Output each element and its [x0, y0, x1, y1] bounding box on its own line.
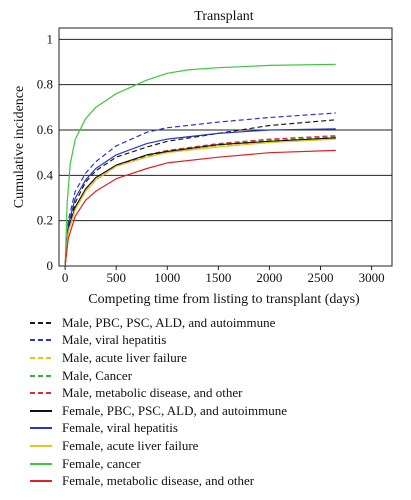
legend-swatch — [30, 462, 52, 465]
legend-item: Male, acute liver failure — [30, 349, 405, 367]
legend-item: Male, Cancer — [30, 367, 405, 385]
chart-title: Transplant — [194, 9, 253, 24]
legend-swatch — [30, 339, 52, 342]
plot-frame — [58, 27, 393, 267]
series-line-5 — [64, 135, 336, 267]
x-tick-label: 2500 — [307, 270, 333, 285]
legend-item: Female, acute liver failure — [30, 437, 405, 455]
gridlines — [59, 38, 392, 267]
legend-item: Female, viral hepatitis — [30, 420, 405, 438]
legend-label: Female, viral hepatitis — [62, 420, 178, 436]
series-line-7 — [64, 128, 336, 267]
x-tick-label: 2000 — [256, 270, 282, 285]
legend-label: Female, PBC, PSC, ALD, and autoimmune — [62, 402, 287, 418]
legend-item: Male, metabolic disease, and other — [30, 384, 405, 402]
series-line-9 — [64, 63, 336, 267]
legend-swatch — [30, 321, 52, 324]
legend-swatch — [30, 480, 52, 483]
x-tick-label: 3000 — [359, 270, 385, 285]
legend-item: Male, PBC, PSC, ALD, and autoimmune — [30, 314, 405, 332]
legend-item: Male, viral hepatitis — [30, 332, 405, 350]
legend-label: Male, Cancer — [62, 367, 133, 383]
legend-item: Female, cancer — [30, 455, 405, 473]
x-tick-label: 500 — [106, 270, 126, 285]
series-line-4 — [64, 136, 336, 267]
series-lines — [64, 63, 336, 267]
legend-label: Female, cancer — [62, 455, 141, 471]
legend-swatch — [30, 444, 52, 447]
legend-label: Male, metabolic disease, and other — [62, 385, 243, 401]
legend-swatch — [30, 356, 52, 359]
legend-label: Male, acute liver failure — [62, 349, 187, 365]
series-line-1 — [64, 119, 336, 267]
x-tick-label: 1500 — [205, 270, 231, 285]
legend-label: Female, metabolic disease, and other — [62, 473, 255, 489]
legend-swatch — [30, 427, 52, 430]
series-line-6 — [64, 137, 336, 267]
legend-label: Male, viral hepatitis — [62, 332, 167, 348]
series-line-8 — [64, 138, 336, 267]
x-tick-label: 0 — [62, 270, 69, 285]
axis-ticks: 0 0.2 0.4 0.6 0.8 1 0 500 1000 1500 2000 2500 3000 — [37, 31, 385, 285]
y-tick-label: 0.8 — [37, 77, 53, 92]
series-line-3 — [64, 137, 336, 267]
x-tick-label: 1000 — [154, 270, 180, 285]
y-tick-label: 1 — [47, 31, 54, 46]
y-tick-label: 0.4 — [37, 167, 54, 182]
legend-label: Male, PBC, PSC, ALD, and autoimmune — [62, 314, 276, 330]
y-tick-label: 0 — [47, 258, 54, 273]
legend-swatch — [30, 374, 52, 377]
y-axis-label: Cumulative incidence — [12, 86, 27, 208]
y-tick-label: 0.2 — [37, 213, 53, 228]
legend-swatch — [30, 409, 52, 412]
legend-item: Female, PBC, PSC, ALD, and autoimmune — [30, 402, 405, 420]
legend-label: Female, acute liver failure — [62, 437, 199, 453]
legend-swatch — [30, 392, 52, 395]
series-line-2 — [64, 112, 336, 267]
y-tick-label: 0.6 — [37, 122, 54, 137]
legend: Male, PBC, PSC, ALD, and autoimmune Male,… — [30, 314, 405, 490]
series-line-10 — [64, 149, 336, 267]
x-axis-label: Competing time from listing to transplan… — [88, 292, 360, 307]
legend-item: Female, metabolic disease, and other — [30, 472, 405, 490]
